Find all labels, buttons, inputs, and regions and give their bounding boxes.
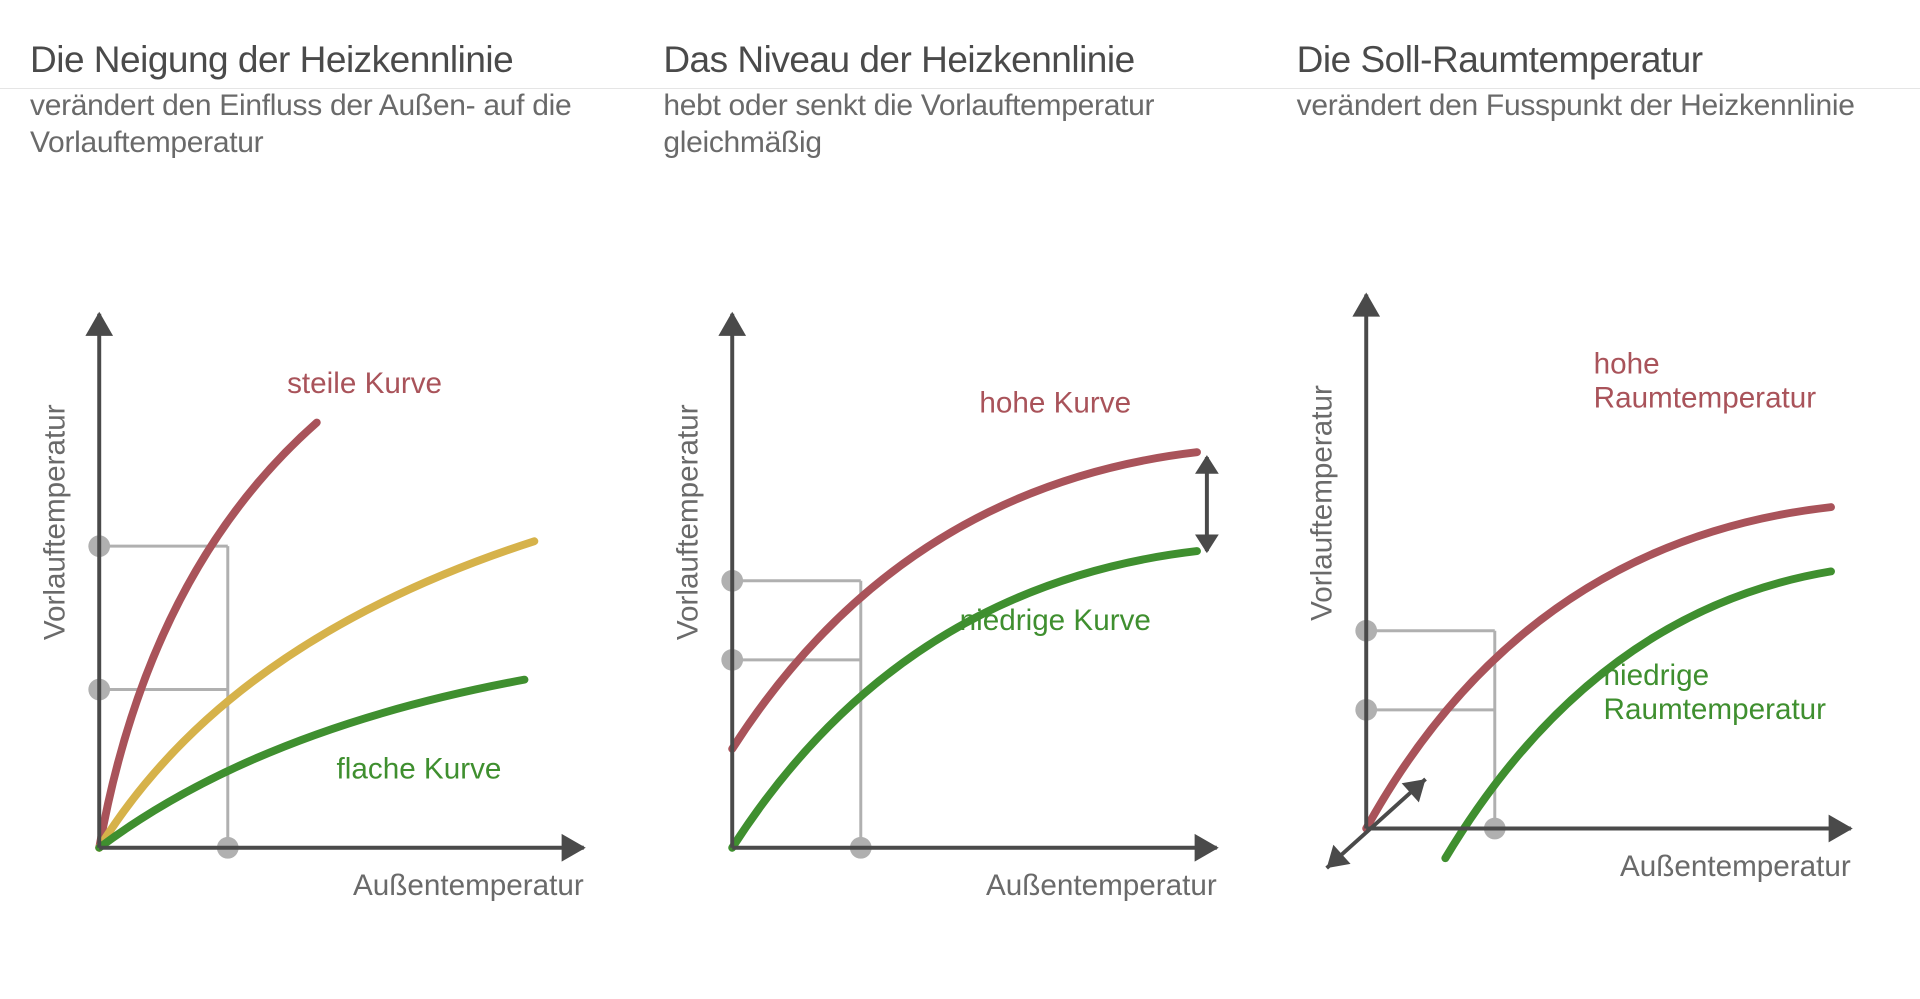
curve-label-green: niedrige Kurve	[960, 604, 1151, 637]
curve-label-red: steile Kurve	[287, 367, 442, 400]
x-axis-arrow-icon	[1828, 815, 1852, 843]
curve-label-green: flache Kurve	[337, 752, 502, 785]
panel-title: Die Soll-Raumtemperatur	[1297, 40, 1890, 81]
chart: hohe Kurve niedrige Kurve Vorlauftemperatu…	[663, 202, 1256, 979]
curve-label-green: niedrigeRaumtemperatur	[1603, 659, 1826, 726]
x-axis-arrow-icon	[1195, 834, 1219, 862]
header-rule	[0, 88, 1920, 89]
panel-title: Das Niveau der Heizkennlinie	[663, 40, 1256, 81]
chart: hoheRaumtemperatur niedrigeRaumtemperatur…	[1297, 164, 1890, 979]
x-axis-label: Außentemperatur	[1620, 850, 1851, 883]
page: Die Neigung der Heizkennlinie verändert d…	[0, 0, 1920, 999]
panel-subtitle: verändert den Einfluss der Außen- auf di…	[30, 87, 623, 162]
y-axis-arrow-icon	[85, 311, 113, 335]
y-axis-label: Vorlauftemperatur	[672, 404, 705, 640]
x-axis-arrow-icon	[562, 834, 586, 862]
x-axis-label: Außentemperatur	[986, 869, 1217, 902]
chart: steile Kurve flache Kurve Vorlauftemperatu…	[30, 202, 623, 979]
y-axis-label: Vorlauftemperatur	[1305, 385, 1338, 621]
panel-subtitle: verändert den Fusspunkt der Heizkennlini…	[1297, 87, 1890, 125]
panel-1: Das Niveau der Heizkennlinie hebt oder se…	[663, 40, 1256, 979]
curve-green	[733, 551, 1198, 848]
panel-2: Die Soll-Raumtemperatur verändert den Fus…	[1297, 40, 1890, 979]
y-axis-arrow-icon	[1352, 293, 1380, 317]
curve-label-red: hoheRaumtemperatur	[1593, 348, 1816, 415]
curve-label-red: hohe Kurve	[980, 386, 1132, 419]
panel-title: Die Neigung der Heizkennlinie	[30, 40, 623, 81]
panel-subtitle: hebt oder senkt die Vorlauftemperatur gl…	[663, 87, 1256, 162]
y-axis-label: Vorlauftemperatur	[39, 404, 72, 640]
double-arrow-icon	[1195, 455, 1219, 553]
curve-red	[733, 452, 1198, 749]
panel-0: Die Neigung der Heizkennlinie verändert d…	[30, 40, 623, 979]
y-axis-arrow-icon	[719, 311, 747, 335]
diagonal-arrow-icon	[1326, 779, 1425, 868]
curve-red	[1366, 507, 1831, 828]
x-axis-label: Außentemperatur	[353, 869, 584, 902]
